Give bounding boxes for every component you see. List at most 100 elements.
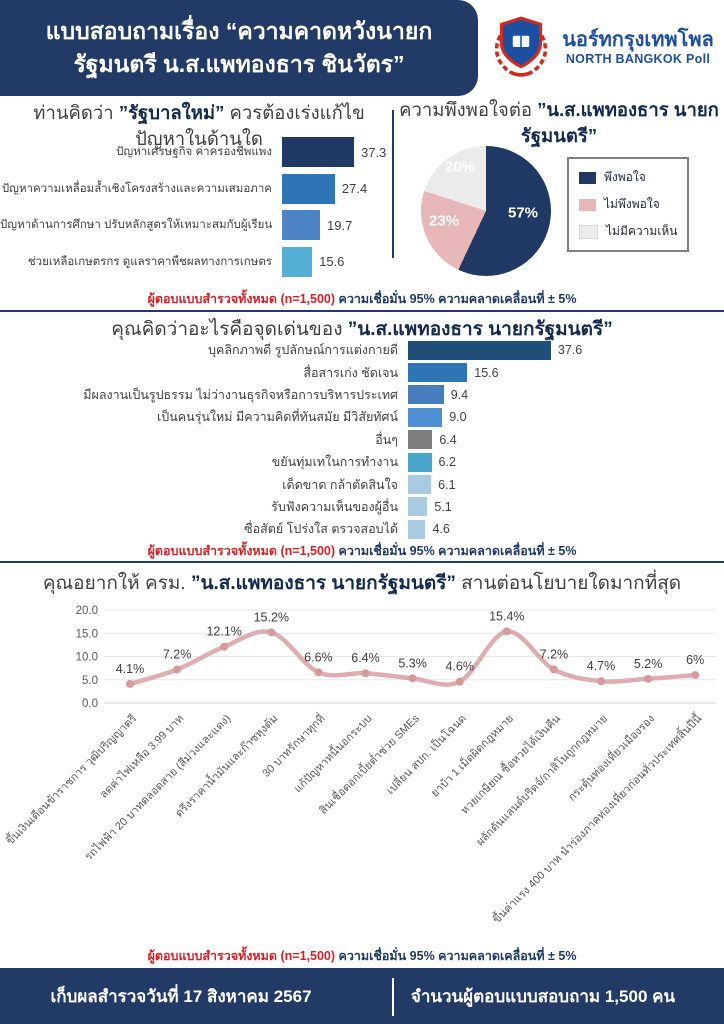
legend-label: ไม่พึงพอใจ — [604, 197, 660, 211]
data-point-label: 15.2% — [254, 610, 289, 624]
note-red-text: ผู้ตอบแบบสำรวจทั้งหมด (n=1,500) — [147, 949, 336, 963]
bar — [408, 407, 443, 427]
data-point-marker — [361, 669, 370, 678]
strengths-bar-chart: บุคลิกภาพดี รูปลักษณ์การแต่งกายดี 37.6 สื่… — [0, 339, 724, 541]
bar-category-label: บุคลิกภาพดี รูปลักษณ์การแต่งกายดี — [208, 343, 398, 358]
legend-label: ไม่มีความเห็น — [606, 224, 678, 238]
legend-item: ไม่มีความเห็น — [579, 222, 677, 241]
bar-value-label: 4.6 — [432, 522, 450, 537]
legend-swatch — [579, 224, 598, 239]
note-navy-text: ความเชื่อมั่น 95% ความคลาดเคลื่อนที่ ± 5… — [335, 544, 577, 558]
data-point-label: 4.7% — [587, 659, 616, 673]
bar-category-label: ปัญหาเศรษฐกิจ ค่าครองชีพแพง — [116, 146, 272, 159]
title-text: ท่านคิดว่า — [33, 102, 119, 123]
data-point-label: 15.4% — [489, 609, 524, 623]
x-axis-category-label: ขึ้นค่าแรง 400 บาท นำร่องภาคท่องเที่ยวก่… — [489, 710, 705, 926]
problems-bar-chart: ปัญหาเศรษฐกิจ ค่าครองชีพแพง 37.3 ปัญหาความ… — [0, 134, 724, 280]
data-point-marker — [314, 668, 323, 677]
legend-swatch — [579, 198, 596, 211]
title-bold: ”น.ส.แพทองธาร นายกรัฐมนตรี” — [347, 319, 613, 340]
data-point-marker — [644, 674, 653, 683]
bar-category-label: เด็ดขาด กล้าตัดสินใจ — [282, 477, 398, 492]
header-banner: แบบสอบถามเรื่อง “ความคาดหวังนายก รัฐมนตร… — [0, 0, 478, 96]
bar — [282, 246, 313, 277]
bar-row: ปัญหาความเหลื่อมล้ำเชิงโครงสร้างและความเ… — [0, 171, 724, 208]
data-point-marker — [502, 627, 511, 636]
bar-value-label: 9.4 — [450, 387, 469, 402]
bar-value-label: 37.3 — [360, 144, 387, 160]
y-axis-tick-label: 0.0 — [82, 698, 98, 710]
page-title-line1: แบบสอบถามเรื่อง “ความคาดหวังนายก — [45, 17, 433, 44]
page-title: แบบสอบถามเรื่อง “ความคาดหวังนายก รัฐมนตร… — [46, 15, 433, 82]
vertical-divider — [392, 110, 394, 258]
footer-respondent-count: จำนวนผู้ตอบแบบสอบถาม 1,500 คน — [410, 986, 676, 1006]
title-bold: ”น.ส.แพทองธาร นายกรัฐมนตรี” — [190, 573, 456, 594]
bar-row: เด็ดขาด กล้าตัดสินใจ 6.1 — [0, 473, 724, 495]
bar-category-label: รับฟังความเห็นของผู้อื่น — [271, 499, 398, 514]
bar-category-label: ปัญหาความเหลื่อมล้ำเชิงโครงสร้างและความเ… — [1, 182, 272, 195]
data-point-label: 7.2% — [163, 648, 192, 662]
data-point-label: 7.2% — [540, 648, 569, 662]
note-navy-text: ความเชื่อมั่น 95% ความคลาดเคลื่อนที่ ± 5… — [335, 949, 577, 963]
bar-value-label: 6.4 — [439, 432, 457, 447]
bar-row: ขยันทุ่มเทในการทำงาน 6.2 — [0, 451, 724, 473]
bar-category-label: ปัญหาด้านการศึกษา ปรับหลักสูตรให้เหมาะสม… — [0, 219, 273, 232]
y-axis-tick-label: 15.0 — [76, 628, 98, 640]
x-axis-category-label: แก้ปัญหาหนี้นอกระบบ — [290, 711, 375, 796]
y-axis-tick-label: 20.0 — [76, 605, 98, 617]
bar — [408, 363, 468, 383]
data-point-marker — [267, 628, 276, 637]
section-title-problems: ท่านคิดว่า ”รัฐบาลใหม่” ควรต้องเร่งแก้ไข… — [10, 100, 388, 152]
bar-category-label: ขยันทุ่มเทในการทำงาน — [271, 455, 398, 470]
bar-category-label: ซื่อสัตย์ โปร่งใส ตรวจสอบได้ — [244, 522, 398, 537]
bar-row: อื่นๆ 6.4 — [0, 429, 724, 451]
data-point-label: 5.2% — [634, 657, 663, 671]
bar-row: ปัญหาเศรษฐกิจ ค่าครองชีพแพง 37.3 — [0, 134, 724, 171]
survey-note-1: ผู้ตอบแบบสำรวจทั้งหมด (n=1,500) ความเชื่… — [0, 289, 724, 309]
pie-slice-label: 20% — [444, 158, 476, 176]
x-axis-category-label: เปลี่ยน สปก. เป็นโฉนด — [382, 711, 468, 797]
note-red-text: ผู้ตอบแบบสำรวจทั้งหมด (n=1,500) — [147, 292, 336, 306]
bar — [408, 475, 432, 495]
title-text: คุณอยากให้ ครม. — [42, 573, 191, 594]
title-text: คุณคิดว่าอะไรคือจุดเด่นของ — [111, 319, 348, 340]
data-point-label: 4.6% — [445, 660, 474, 674]
bar-row: ซื่อสัตย์ โปร่งใส ตรวจสอบได้ 4.6 — [0, 518, 724, 540]
bar-row: รับฟังความเห็นของผู้อื่น 5.1 — [0, 496, 724, 518]
x-axis-category-label: ลดค่าไฟเหลือ 3.99 บาท — [97, 712, 186, 801]
data-point-label: 6.6% — [304, 650, 333, 664]
bar-value-label: 37.6 — [557, 343, 583, 358]
data-point-label: 4.1% — [116, 662, 145, 676]
policies-line-chart: 0.0 5.0 10.0 15.0 20.0 4.1% 7.2% 12.1% 15.2% 6.6%… — [2, 605, 716, 926]
x-axis-category-label: ยาบ้า 1 เม็ดผิดกฎหมาย — [428, 711, 516, 799]
bar-row: ปัญหาด้านการศึกษา ปรับหลักสูตรให้เหมาะสม… — [0, 207, 724, 244]
bar — [408, 430, 433, 450]
title-text: สานต่อนโยบายใดมากที่สุด — [455, 573, 682, 594]
bar-value-label: 9.0 — [449, 410, 467, 425]
bar-value-label: 15.6 — [319, 254, 345, 270]
footer-bar: เก็บผลสำรวจวันที่ 17 สิงหาคม 2567 จำนวนผ… — [0, 968, 724, 1024]
survey-note-3: ผู้ตอบแบบสำรวจทั้งหมด (n=1,500) ความเชื่… — [0, 946, 724, 966]
bar-row: เป็นคนรุ่นใหม่ มีความคิดที่ทันสมัย มีวิส… — [0, 406, 724, 428]
bar-value-label: 6.2 — [438, 455, 456, 470]
data-point-marker — [455, 677, 464, 686]
bar — [408, 452, 432, 472]
bar-category-label: เป็นคนรุ่นใหม่ มีความคิดที่ทันสมัย มีวิส… — [157, 410, 398, 425]
bar-value-label: 5.1 — [434, 499, 452, 514]
bar — [282, 210, 321, 241]
data-point-marker — [173, 665, 182, 674]
legend-item: ไม่พึงพอใจ — [579, 195, 677, 214]
satisfaction-pie-chart — [421, 146, 551, 276]
legend-item: พึงพอใจ — [579, 168, 677, 187]
data-point-label: 5.3% — [398, 656, 427, 670]
brand-text: นอร์ทกรุงเทพโพล NORTH BANGKOK Poll — [562, 29, 714, 66]
data-point-marker — [691, 671, 700, 680]
bar-row: สื่อสารเก่ง ชัดเจน 15.6 — [0, 361, 724, 383]
bar — [282, 137, 354, 168]
section-divider — [0, 310, 724, 312]
title-bold: ”รัฐบาลใหม่” — [118, 102, 225, 123]
data-point-label: 12.1% — [206, 625, 241, 639]
bar-value-label: 6.1 — [438, 477, 456, 492]
bar-row: บุคลิกภาพดี รูปลักษณ์การแต่งกายดี 37.6 — [0, 339, 724, 361]
